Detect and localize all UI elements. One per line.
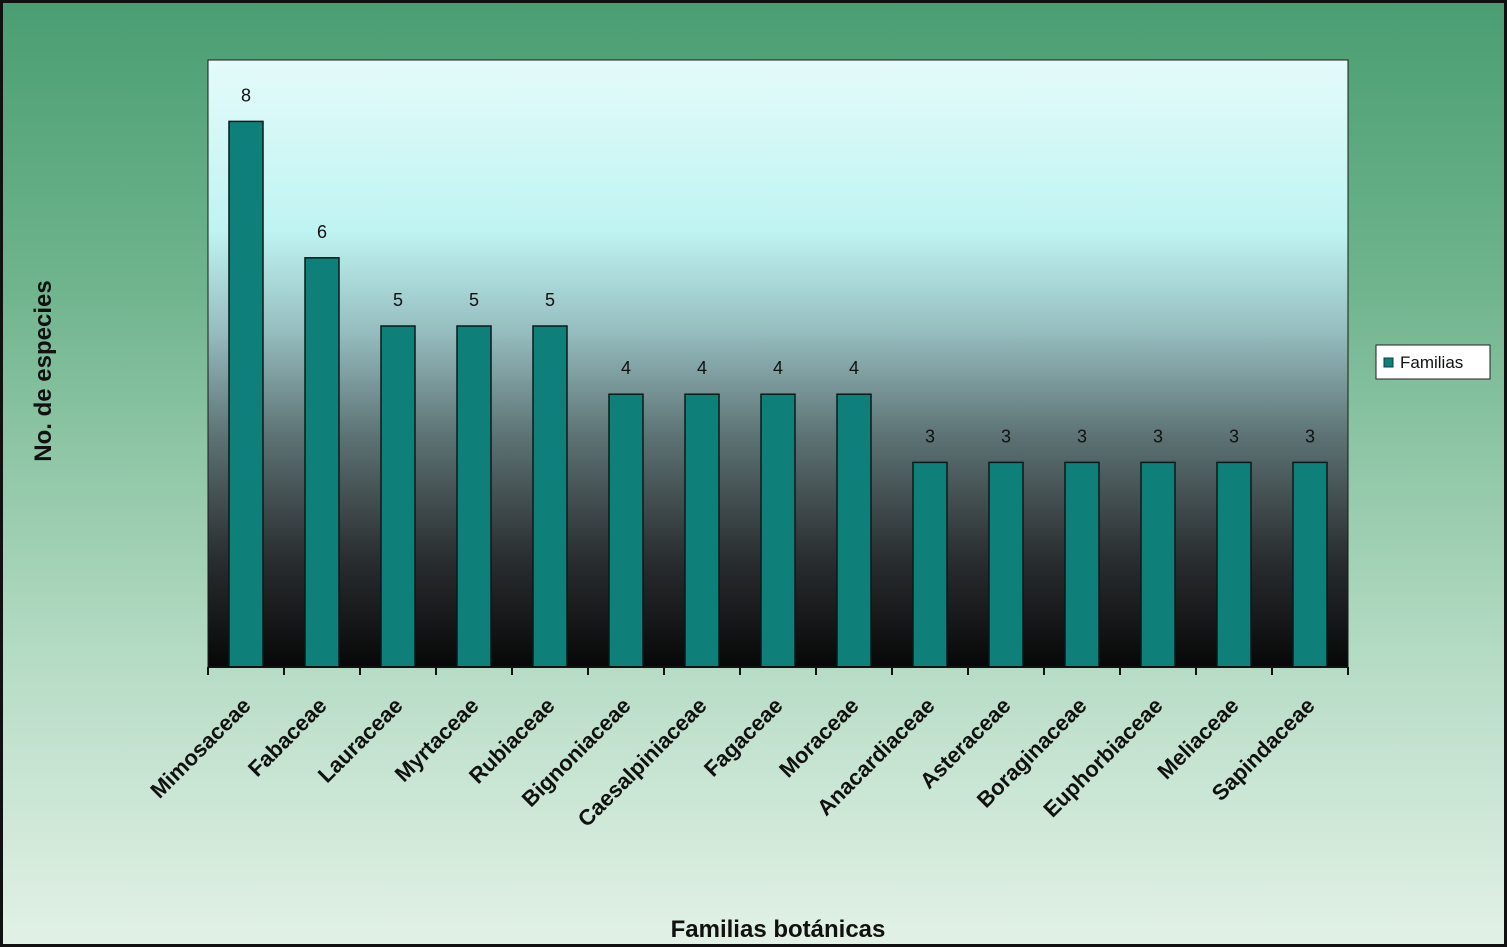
bar-sapindaceae bbox=[1292, 461, 1328, 668]
bar-euphorbiaceae bbox=[1140, 461, 1176, 668]
bar-moraceae bbox=[836, 393, 872, 668]
data-label-bignoniaceae: 4 bbox=[621, 358, 631, 378]
data-label-lauraceae: 5 bbox=[393, 290, 403, 310]
data-label-caesalpiniaceae: 4 bbox=[697, 358, 707, 378]
bar-anacardiaceae bbox=[912, 461, 948, 668]
data-label-moraceae: 4 bbox=[849, 358, 859, 378]
legend-box bbox=[1375, 344, 1491, 380]
bar-fabaceae bbox=[304, 257, 340, 668]
data-label-myrtaceae: 5 bbox=[469, 290, 479, 310]
legend-swatch bbox=[1383, 357, 1394, 368]
data-label-mimosaceae: 8 bbox=[241, 85, 251, 105]
data-label-fabaceae: 6 bbox=[317, 222, 327, 242]
bar-mimosaceae bbox=[228, 120, 264, 668]
data-label-meliaceae: 3 bbox=[1229, 426, 1239, 446]
data-label-asteraceae: 3 bbox=[1001, 426, 1011, 446]
y-axis-title: No. de especies bbox=[30, 280, 57, 461]
bar-lauraceae bbox=[380, 325, 416, 668]
data-label-sapindaceae: 3 bbox=[1305, 426, 1315, 446]
x-tick-label-fagaceae: Fagaceae bbox=[699, 693, 788, 782]
x-axis-title: Familias botánicas bbox=[671, 916, 886, 943]
x-tick-label-caesalpiniaceae: Caesalpiniaceae bbox=[573, 693, 712, 832]
data-label-anacardiaceae: 3 bbox=[925, 426, 935, 446]
bar-rubiaceae bbox=[532, 325, 568, 668]
bar-caesalpiniaceae bbox=[684, 393, 720, 668]
legend-label: Familias bbox=[1400, 353, 1463, 372]
data-label-boraginaceae: 3 bbox=[1077, 426, 1087, 446]
bar-meliaceae bbox=[1216, 461, 1252, 668]
bar-myrtaceae bbox=[456, 325, 492, 668]
data-label-rubiaceae: 5 bbox=[545, 290, 555, 310]
legend: Familias bbox=[1375, 344, 1491, 380]
bar-bignoniaceae bbox=[608, 393, 644, 668]
data-label-fagaceae: 4 bbox=[773, 358, 783, 378]
bar-fagaceae bbox=[760, 393, 796, 668]
x-tick-label-mimosaceae: Mimosaceae bbox=[145, 693, 255, 803]
bar-asteraceae bbox=[988, 461, 1024, 668]
bar-boraginaceae bbox=[1064, 461, 1100, 668]
data-label-euphorbiaceae: 3 bbox=[1153, 426, 1163, 446]
bar-chart: 865 5 54 4 4 43 3 3 3 3 3 MimosaceaeFabaceaeLaurac… bbox=[30, 59, 1491, 943]
